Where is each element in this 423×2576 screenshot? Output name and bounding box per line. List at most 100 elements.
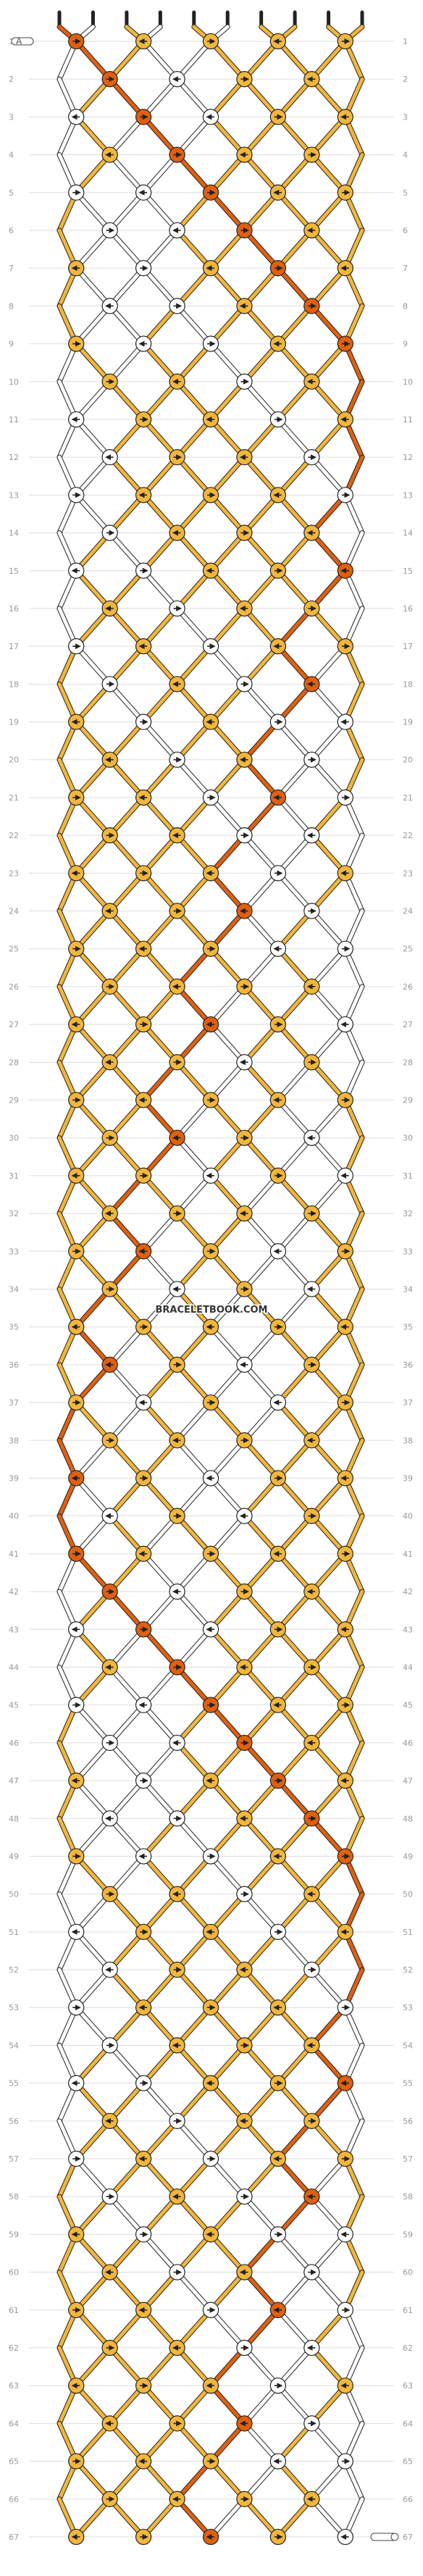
string-segment: [141, 153, 180, 195]
string-segment: [74, 1438, 112, 1480]
knot: [169, 2491, 185, 2507]
string-segment: [108, 266, 146, 308]
string-segment: [209, 947, 246, 989]
knot: [236, 373, 253, 390]
string-segment: [276, 1136, 314, 1178]
knot: [169, 1507, 185, 1524]
knot: [236, 2037, 253, 2054]
row-number-right: 36: [403, 1360, 413, 1370]
string-segment: [108, 417, 146, 459]
knot: [101, 978, 118, 995]
row-number-right: 52: [403, 1965, 413, 1975]
string-segment: [141, 682, 180, 724]
string-segment: [141, 1854, 180, 1897]
row-number-right: 34: [403, 1285, 413, 1295]
string-segment: [108, 493, 146, 535]
row-number-right: 30: [403, 1134, 413, 1143]
string-segment: [175, 1967, 213, 2010]
string-segment: [209, 531, 246, 573]
knot: [101, 676, 118, 693]
string-segment: [309, 909, 348, 951]
knot: [236, 1886, 253, 1902]
knot: [101, 827, 118, 844]
string-segment: [309, 2308, 348, 2350]
row-number-right: 67: [403, 2533, 413, 2542]
knot: [269, 1092, 287, 1108]
knot: [236, 2264, 253, 2280]
knot: [68, 2150, 85, 2167]
string-segment: [276, 1249, 314, 1291]
knot: [236, 903, 253, 919]
string-segment: [276, 1098, 314, 1140]
string-segment: [242, 2043, 280, 2086]
string-segment: [74, 2308, 112, 2350]
string-segment: [309, 1249, 348, 1291]
row-number-right: 42: [403, 1587, 413, 1597]
string-segment: [276, 644, 314, 686]
string-segment: [309, 2194, 348, 2236]
knot: [202, 714, 219, 730]
string-segment: [209, 833, 246, 875]
string-segment: [175, 1552, 213, 1594]
string-segment: [309, 304, 348, 346]
string-segment: [175, 191, 213, 233]
knot: [337, 1923, 353, 1940]
knot: [101, 2415, 118, 2432]
string-segment: [108, 380, 146, 422]
row-number-right: 12: [403, 453, 413, 462]
knot: [169, 1281, 185, 1297]
row-number-right: 6: [403, 226, 408, 235]
string-segment: [309, 417, 348, 459]
string-segment: [141, 909, 180, 951]
knot: [169, 2188, 185, 2205]
string-segment: [74, 2119, 112, 2161]
knot: [101, 222, 118, 239]
string-segment: [309, 2081, 348, 2123]
string-segment: [175, 1211, 213, 1253]
string-segment: [309, 1816, 348, 1858]
string-segment: [242, 266, 280, 308]
string-segment: [242, 2346, 280, 2388]
row-number-left: 63: [9, 2381, 19, 2391]
row-number-left: 52: [9, 1965, 19, 1975]
row-number-left: 14: [9, 529, 19, 538]
string-segment: [141, 1476, 180, 1518]
string-segment: [309, 1967, 348, 2010]
row-number-right: 47: [403, 1776, 413, 1786]
knot: [269, 1470, 287, 1486]
knot: [101, 2188, 118, 2205]
string-segment: [242, 2157, 280, 2199]
string-segment: [141, 1930, 180, 1972]
knot: [236, 1961, 253, 1978]
string-segment: [74, 1930, 112, 1972]
row-number-right: 57: [403, 2154, 413, 2164]
row-number-left: 66: [9, 2495, 19, 2504]
string-segment: [108, 947, 146, 989]
row-number-left: 5: [9, 188, 14, 198]
knot: [169, 1583, 185, 1600]
string-segment: [276, 2081, 314, 2123]
string-segment: [209, 2081, 246, 2123]
knot: [101, 2491, 118, 2507]
string-segment: [108, 1098, 146, 1140]
string-segment: [108, 1854, 146, 1897]
knot: [68, 184, 85, 201]
knot: [135, 335, 152, 352]
string-segment: [175, 493, 213, 535]
string-segment: [175, 1060, 213, 1103]
string-segment: [242, 795, 280, 837]
string-segment: [175, 531, 213, 573]
string-segment: [141, 531, 180, 573]
string-segment: [276, 2194, 314, 2236]
string-segment: [242, 2194, 280, 2236]
string-segment: [141, 2383, 180, 2425]
knot: [135, 2075, 152, 2091]
knot: [202, 2226, 219, 2243]
string-segment: [175, 644, 213, 686]
string-segment: [74, 1060, 112, 1103]
string-segment: [209, 266, 246, 308]
knot: [169, 1356, 185, 1373]
knot: [68, 1621, 85, 1638]
string-segment: [242, 833, 280, 875]
string-segment: [74, 2157, 112, 2199]
